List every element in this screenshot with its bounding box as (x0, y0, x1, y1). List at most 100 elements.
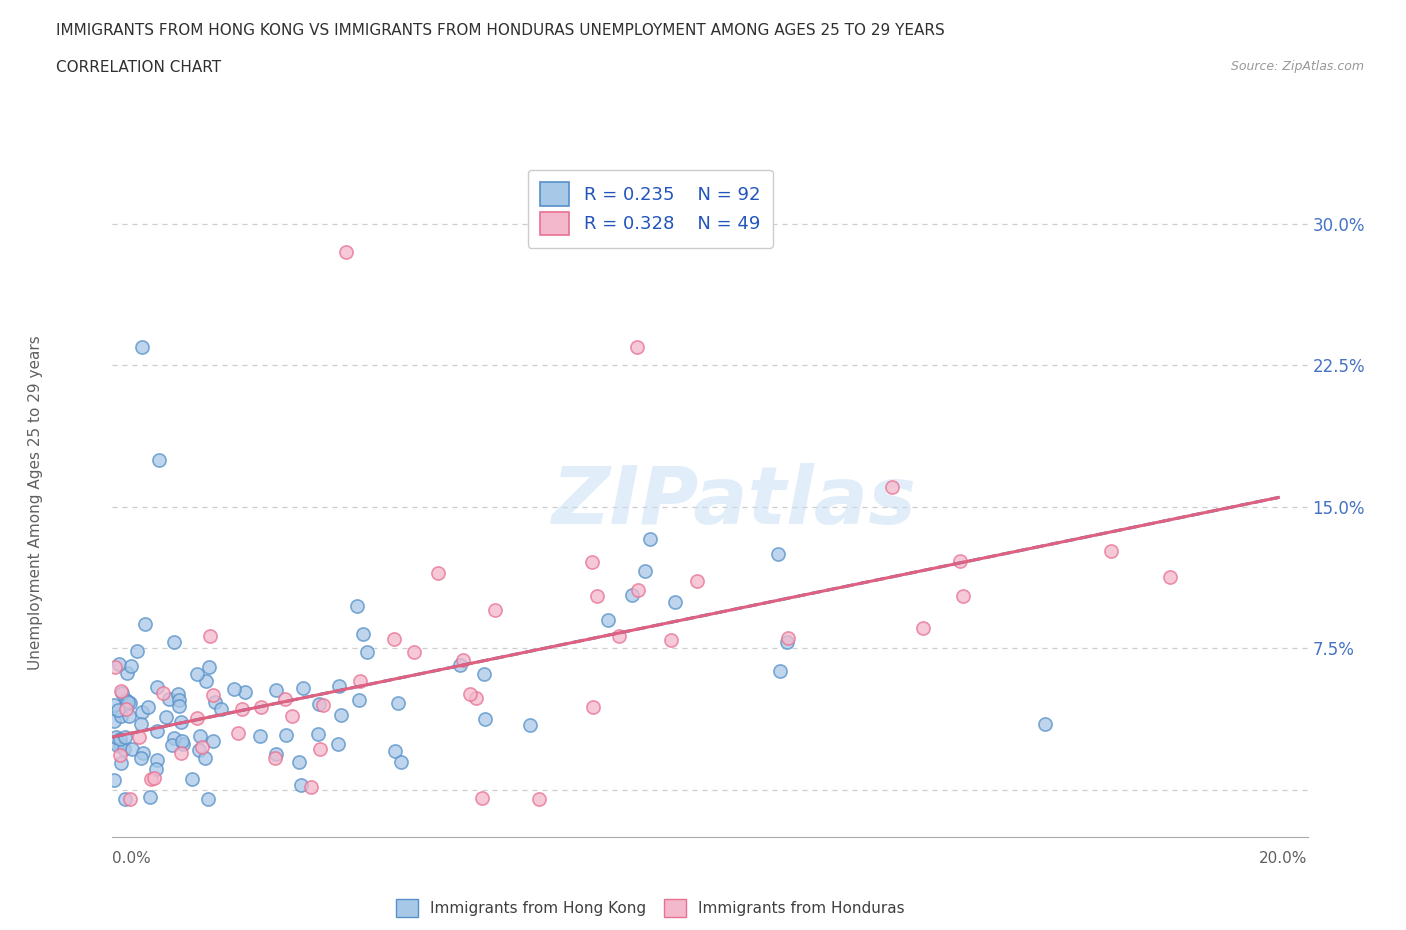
Point (638, 531, 661, 546)
Point (328, 679, 350, 694)
Point (108, 737, 131, 752)
Point (226, 725, 249, 740)
Point (273, 691, 295, 706)
Point (145, 752, 167, 767)
Point (146, 680, 169, 695)
Point (115, 692, 138, 707)
Point (197, 791, 219, 806)
Point (118, 709, 141, 724)
Point (136, 699, 159, 714)
Point (131, 705, 153, 720)
Point (163, 634, 186, 649)
Point (118, 696, 141, 711)
Point (104, 659, 127, 674)
Point (170, 734, 193, 749)
Point (620, 587, 643, 602)
Text: Unemployment Among Ages 25 to 29 years: Unemployment Among Ages 25 to 29 years (28, 335, 42, 670)
Point (188, 742, 211, 757)
Point (264, 683, 287, 698)
Point (474, 711, 496, 726)
Point (292, 681, 315, 696)
Point (280, 709, 302, 724)
Point (143, 770, 166, 785)
Point (134, 617, 156, 631)
Point (349, 673, 371, 688)
Point (169, 746, 191, 761)
Point (167, 698, 190, 713)
Point (250, 699, 273, 714)
Point (356, 644, 378, 659)
Point (326, 737, 349, 751)
Point (105, 729, 128, 744)
Point (103, 773, 125, 788)
Text: IMMIGRANTS FROM HONG KONG VS IMMIGRANTS FROM HONDURAS UNEMPLOYMENT AMONG AGES 25: IMMIGRANTS FROM HONG KONG VS IMMIGRANTS … (56, 23, 945, 38)
Point (127, 644, 149, 658)
Point (121, 741, 143, 756)
Point (157, 691, 180, 706)
Point (114, 730, 136, 745)
Point (128, 729, 150, 744)
Text: CORRELATION CHART: CORRELATION CHART (56, 60, 221, 75)
Point (880, 480, 903, 495)
Point (1099, 544, 1122, 559)
Point (202, 734, 225, 749)
Point (155, 710, 177, 724)
Point (120, 658, 142, 673)
Point (170, 714, 193, 729)
Point (1159, 569, 1181, 584)
Point (204, 695, 226, 710)
Point (952, 589, 974, 604)
Point (110, 709, 132, 724)
Point (132, 746, 155, 761)
Point (103, 713, 125, 728)
Point (309, 741, 332, 756)
Point (460, 686, 482, 701)
Point (582, 699, 605, 714)
Point (402, 644, 425, 659)
Point (188, 729, 211, 744)
Text: 20.0%: 20.0% (1260, 851, 1308, 866)
Point (180, 772, 202, 787)
Point (307, 726, 329, 741)
Point (329, 708, 352, 723)
Point (139, 790, 162, 804)
Point (107, 703, 129, 718)
Point (276, 727, 298, 742)
Point (190, 739, 212, 754)
Point (288, 754, 311, 769)
Point (186, 711, 208, 725)
Point (105, 737, 128, 752)
Point (110, 732, 132, 747)
Point (912, 621, 935, 636)
Point (778, 631, 800, 645)
Point (266, 747, 288, 762)
Point (299, 779, 322, 794)
Point (519, 717, 541, 732)
Point (103, 698, 125, 712)
Point (768, 547, 790, 562)
Text: 0.0%: 0.0% (112, 851, 152, 866)
Point (146, 724, 169, 738)
Point (389, 755, 412, 770)
Point (664, 594, 686, 609)
Point (118, 791, 141, 806)
Point (387, 696, 409, 711)
Point (308, 697, 330, 711)
Point (145, 762, 167, 777)
Point (148, 452, 170, 467)
Point (131, 339, 153, 354)
Point (117, 695, 139, 710)
Point (202, 687, 225, 702)
Point (427, 565, 450, 580)
Point (233, 684, 256, 699)
Point (172, 737, 194, 751)
Point (382, 631, 405, 646)
Point (451, 653, 474, 668)
Point (195, 673, 218, 688)
Point (115, 701, 138, 716)
Point (581, 554, 603, 569)
Point (634, 564, 657, 578)
Point (139, 772, 162, 787)
Text: ZIPatlas: ZIPatlas (551, 463, 917, 541)
Point (527, 791, 550, 806)
